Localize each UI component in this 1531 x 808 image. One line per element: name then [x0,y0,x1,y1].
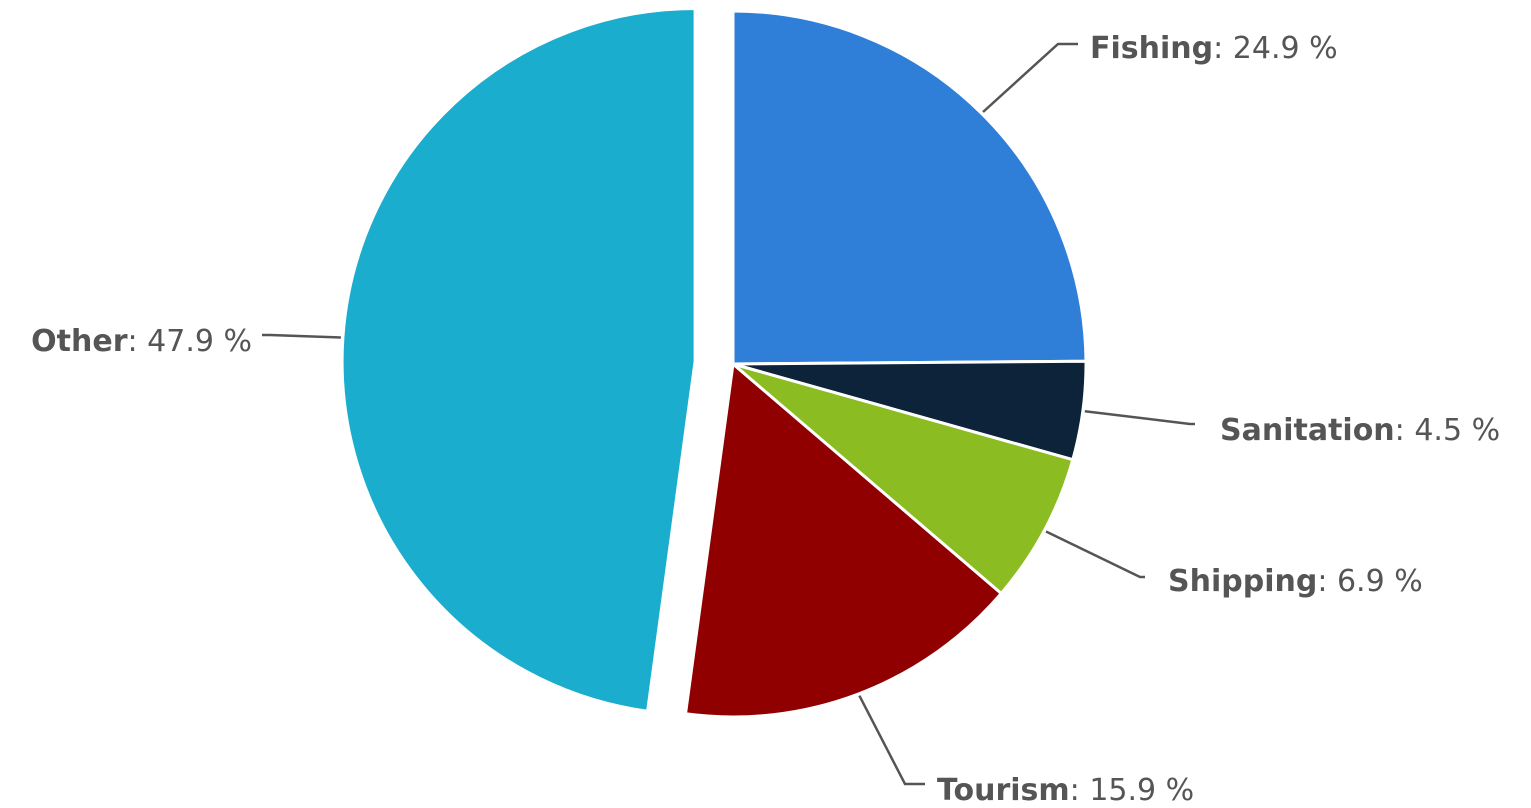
data-label-value-shipping: 6.9 % [1337,564,1423,599]
data-label-other: Other: 47.9 % [31,324,252,359]
data-labels: Fishing: 24.9 % Sanitation: 4.5 % Shipping… [31,31,1500,808]
data-label-value-fishing: 24.9 % [1233,31,1338,66]
connector-sanitation [1084,409,1195,426]
data-label-name-other: Other [31,324,128,359]
connector-tourism [858,695,925,786]
pie-slice-shipping[interactable] [731,362,1075,595]
data-label-separator: : [128,324,148,359]
data-label-fishing: Fishing: 24.9 % [1090,31,1338,66]
data-label-separator: : [1070,773,1090,808]
pie-slice-tourism[interactable] [684,362,1003,719]
data-label-tourism: Tourism: 15.9 % [937,773,1194,808]
data-label-sanitation: Sanitation: 4.5 % [1220,413,1500,448]
pie-slices [340,6,1088,719]
data-label-value-sanitation: 4.5 % [1414,413,1500,448]
pie-slice-other[interactable] [340,6,697,713]
data-label-name-tourism: Tourism [937,773,1070,808]
data-label-value-tourism: 15.9 % [1089,773,1194,808]
connector-shipping [1045,530,1145,579]
label-connectors [262,42,1195,786]
data-label-shipping: Shipping: 6.9 % [1168,564,1423,599]
data-label-name-sanitation: Sanitation [1220,413,1395,448]
data-label-separator: : [1213,31,1233,66]
data-label-separator: : [1395,413,1415,448]
pie-slice-fishing[interactable] [731,9,1088,366]
connector-other [262,333,341,339]
data-label-name-fishing: Fishing [1090,31,1213,66]
data-label-separator: : [1317,564,1337,599]
data-label-name-shipping: Shipping [1168,564,1317,599]
connector-fishing [982,42,1078,113]
data-label-value-other: 47.9 % [147,324,252,359]
